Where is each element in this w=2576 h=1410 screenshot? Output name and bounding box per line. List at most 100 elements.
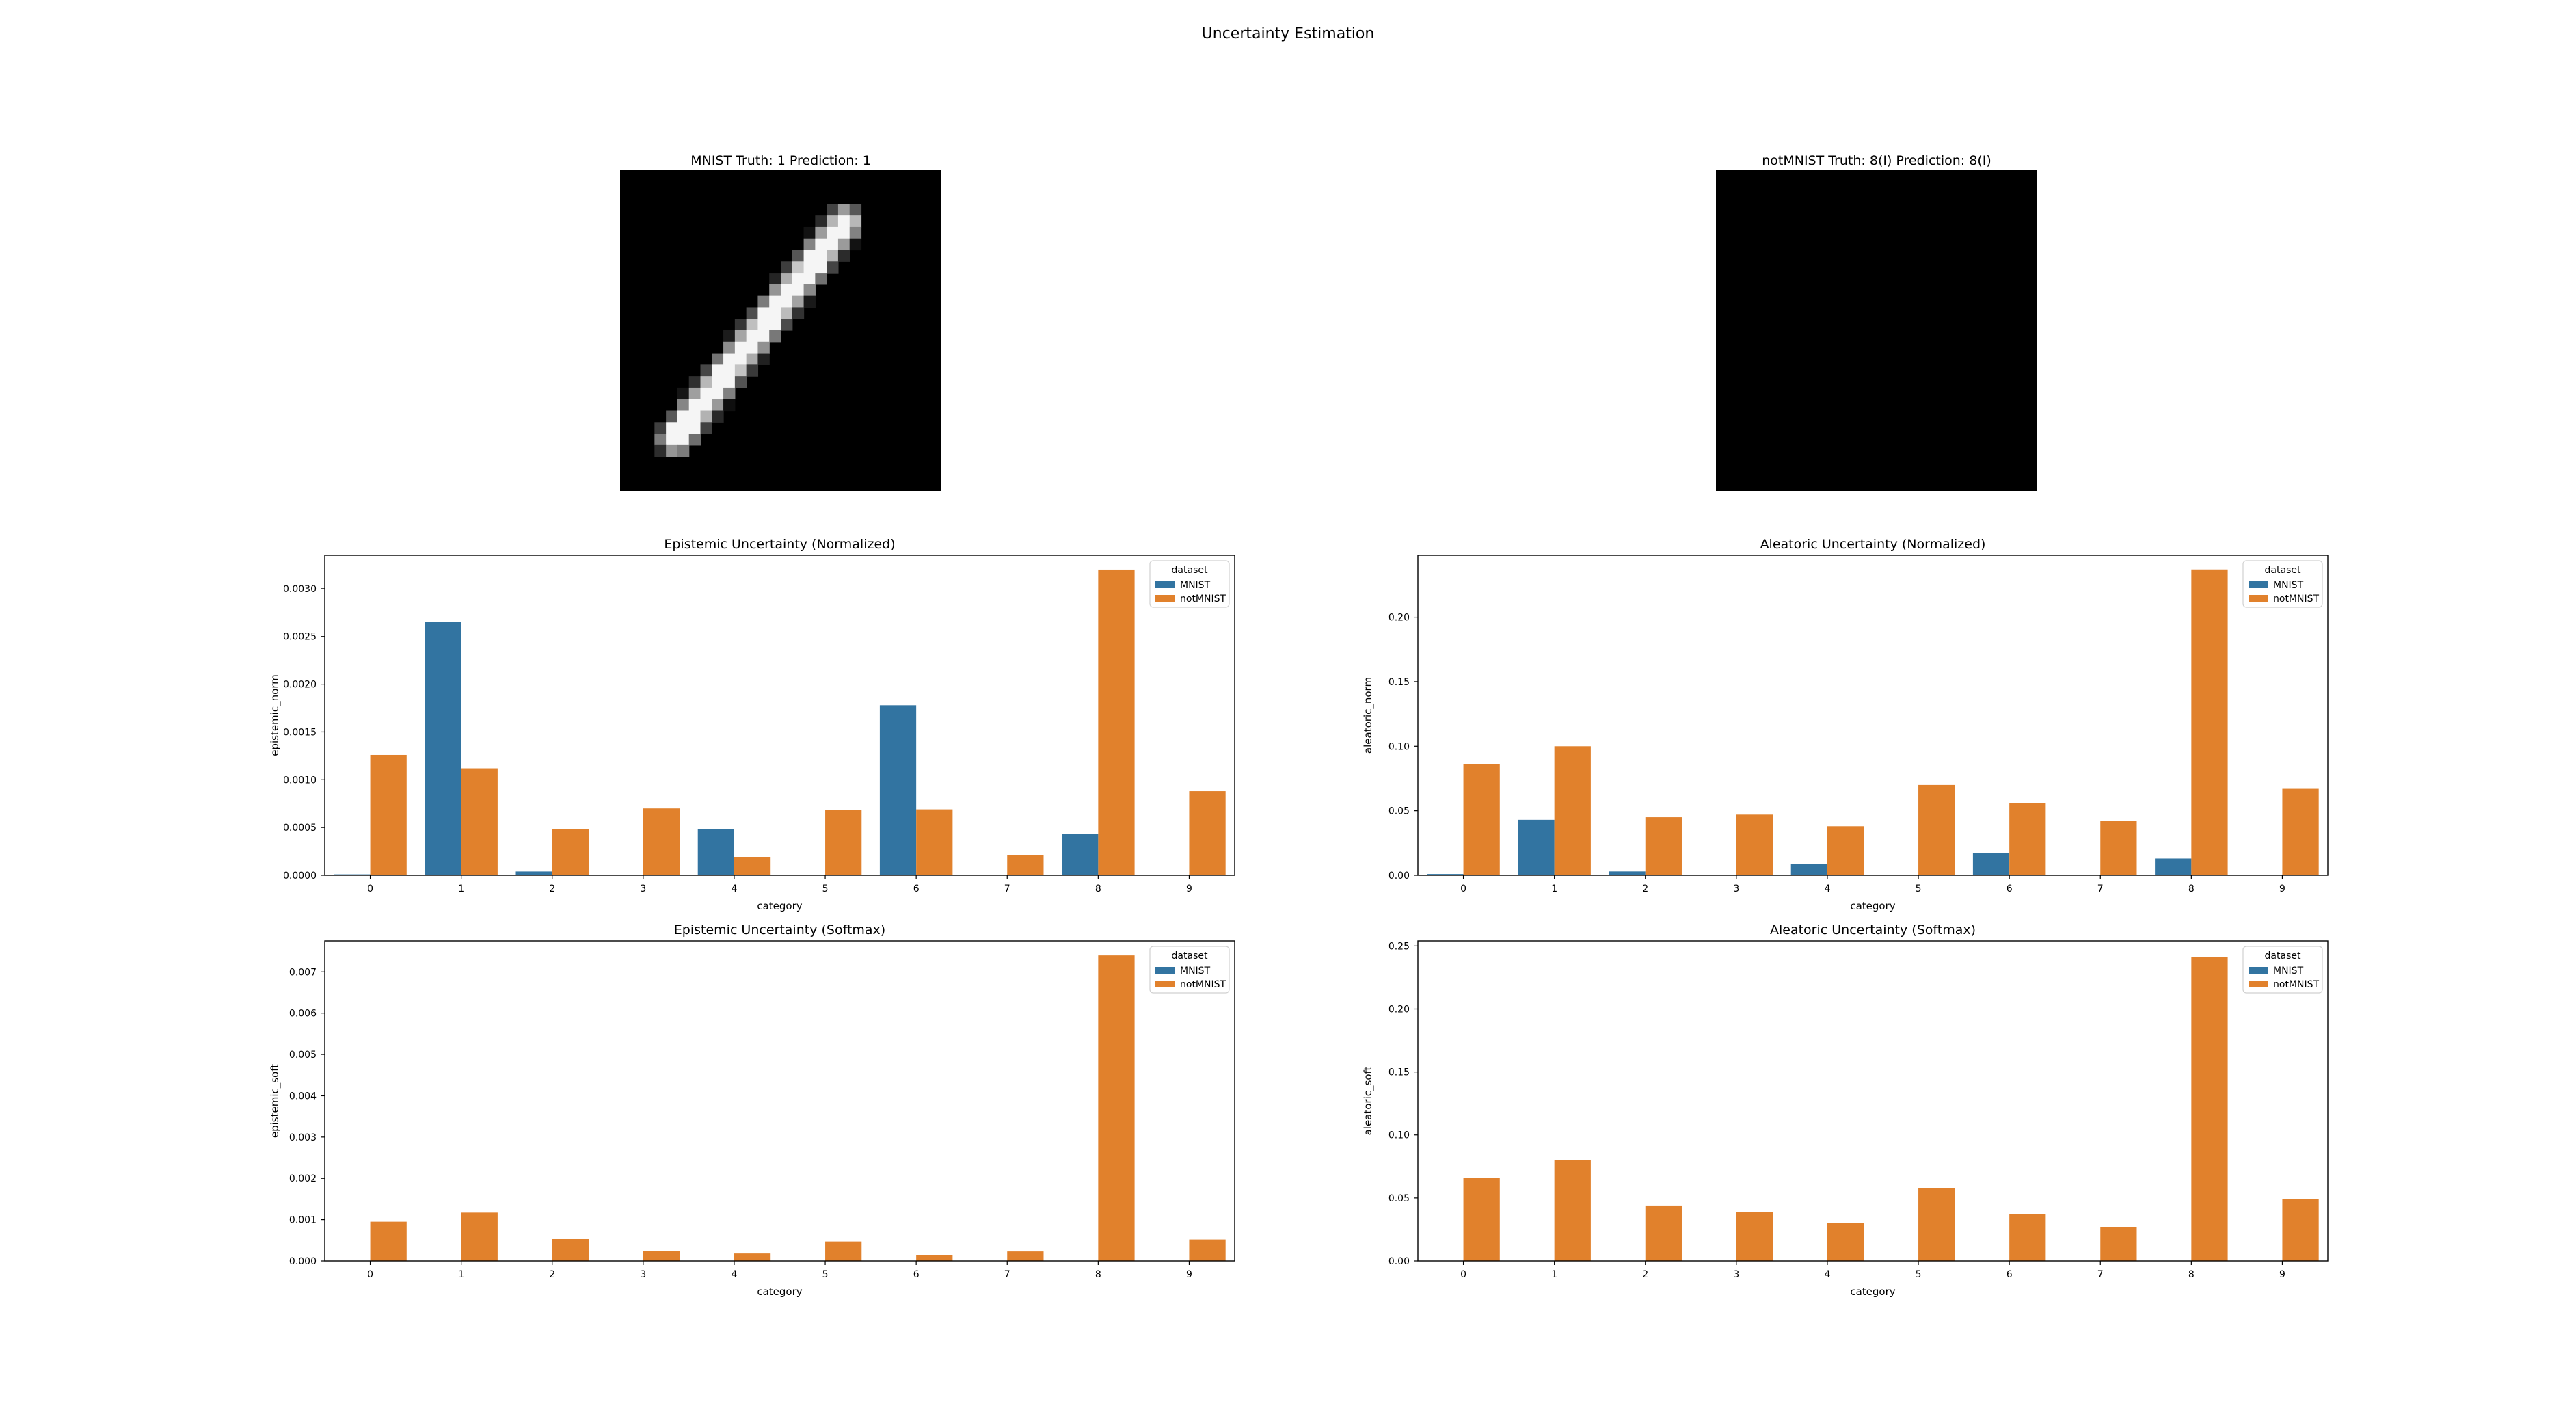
aleatoric-norm-bar-mnist-8 xyxy=(2155,858,2192,875)
epistemic-soft-xtick-label: 2 xyxy=(549,1269,555,1280)
aleatoric-soft-bar-notmnist-1 xyxy=(1554,1160,1591,1261)
aleatoric-norm-title: Aleatoric Uncertainty (Normalized) xyxy=(1760,537,1986,552)
epistemic-soft-ytick-label: 0.005 xyxy=(289,1050,317,1061)
aleatoric-soft-xtick-label: 0 xyxy=(1460,1269,1466,1280)
aleatoric-norm-chart: Aleatoric Uncertainty (Normalized) 0.00 0.… xyxy=(1362,537,2329,912)
aleatoric-soft-bar-notmnist-7 xyxy=(2100,1227,2137,1261)
epistemic-soft-bar-notmnist-6 xyxy=(916,1255,953,1261)
digit-pixel xyxy=(781,284,793,297)
digit-pixel xyxy=(712,387,724,400)
digit-pixel xyxy=(688,399,701,412)
digit-pixel xyxy=(746,364,759,377)
digit-pixel xyxy=(734,376,747,388)
epistemic-norm-bar-mnist-6 xyxy=(879,705,917,875)
digit-pixel xyxy=(815,238,827,251)
digit-pixel xyxy=(654,434,667,446)
digit-pixel xyxy=(827,226,839,239)
aleatoric-soft-xtick-label: 2 xyxy=(1642,1269,1648,1280)
epistemic-soft-bar-notmnist-4 xyxy=(734,1253,771,1261)
digit-pixel xyxy=(688,422,701,434)
epistemic-norm-xtick-label: 0 xyxy=(367,883,373,894)
digit-pixel xyxy=(769,330,781,343)
epistemic-norm-bar-notmnist-6 xyxy=(916,809,953,875)
digit-pixel xyxy=(757,341,770,354)
epistemic-soft-legend-label-mnist: MNIST xyxy=(1180,966,1211,976)
digit-pixel xyxy=(792,284,805,297)
epistemic-soft-legend: dataset MNIST notMNIST xyxy=(1149,946,1230,994)
image-panel-mnist: MNIST Truth: 1 Prediction: 1 xyxy=(620,153,941,491)
epistemic-soft-ytick-label: 0.002 xyxy=(289,1173,317,1184)
aleatoric-norm-bar-notmnist-4 xyxy=(1827,826,1864,875)
digit-pixel xyxy=(792,261,805,274)
digit-pixel xyxy=(746,341,759,354)
aleatoric-soft-ytick-label: 0.25 xyxy=(1388,941,1410,952)
aleatoric-norm-xtick-label: 7 xyxy=(2097,883,2104,894)
digit-pixel xyxy=(792,307,805,319)
digit-pixel xyxy=(746,330,759,343)
epistemic-norm-bar-notmnist-4 xyxy=(734,857,771,875)
aleatoric-soft-bar-notmnist-9 xyxy=(2282,1199,2319,1261)
digit-pixel xyxy=(803,226,816,239)
epistemic-norm-bar-notmnist-8 xyxy=(1098,569,1135,875)
epistemic-norm-ytick-label: 0.0000 xyxy=(283,870,317,881)
digit-pixel xyxy=(849,238,862,251)
digit-pixel xyxy=(677,434,690,446)
digit-pixel xyxy=(677,422,690,434)
aleatoric-soft-axes-frame xyxy=(1417,940,2329,1262)
digit-pixel xyxy=(654,422,667,434)
digit-pixel xyxy=(827,238,839,251)
epistemic-norm-xtick-label: 3 xyxy=(640,883,646,894)
epistemic-soft-xtick-label: 6 xyxy=(913,1269,920,1280)
bar-charts: Epistemic Uncertainty (Normalized)0.0000… xyxy=(269,537,2329,1298)
digit-pixel xyxy=(803,273,816,285)
epistemic-norm-ytick-label: 0.0005 xyxy=(283,823,317,834)
digit-pixel xyxy=(723,399,736,412)
aleatoric-norm-bar-notmnist-8 xyxy=(2191,569,2228,875)
aleatoric-norm-bar-mnist-0 xyxy=(1427,874,1464,875)
digit-pixel xyxy=(677,444,690,457)
digit-pixel xyxy=(757,330,770,343)
digit-pixel xyxy=(803,250,816,262)
digit-pixel xyxy=(803,295,816,308)
epistemic-soft-xtick-label: 0 xyxy=(367,1269,373,1280)
epistemic-soft-title: Epistemic Uncertainty (Softmax) xyxy=(674,922,885,937)
aleatoric-norm-legend: dataset MNIST notMNIST xyxy=(2242,560,2323,608)
digit-pixel xyxy=(677,399,690,412)
epistemic-norm-bar-notmnist-9 xyxy=(1189,791,1226,875)
aleatoric-norm-legend-swatch-notmnist xyxy=(2249,595,2268,602)
digit-pixel xyxy=(792,250,805,262)
epistemic-soft-ytick-label: 0.006 xyxy=(289,1009,317,1020)
aleatoric-soft-bar-notmnist-6 xyxy=(2009,1214,2046,1261)
digit-pixel xyxy=(712,399,724,412)
aleatoric-norm-ytick-label: 0.15 xyxy=(1388,677,1410,688)
aleatoric-soft-xtick-label: 8 xyxy=(2188,1269,2195,1280)
digit-pixel xyxy=(769,319,781,331)
digit-pixel xyxy=(815,215,827,228)
digit-pixel xyxy=(757,307,770,319)
digit-pixel xyxy=(837,226,850,239)
epistemic-soft-xtick-label: 1 xyxy=(458,1269,464,1280)
epistemic-norm-bar-notmnist-7 xyxy=(1007,855,1044,875)
epistemic-soft-legend-swatch-mnist xyxy=(1155,967,1175,974)
epistemic-norm-bar-notmnist-5 xyxy=(825,810,862,875)
aleatoric-soft-bar-notmnist-2 xyxy=(1645,1205,1682,1261)
aleatoric-soft-chart: Aleatoric Uncertainty (Softmax) 0.00 0.05 0… xyxy=(1362,922,2329,1298)
epistemic-norm-xlabel: category xyxy=(757,900,802,912)
aleatoric-norm-ytick-label: 0.00 xyxy=(1388,870,1410,881)
digit-pixel xyxy=(700,399,712,412)
aleatoric-soft-ytick-label: 0.15 xyxy=(1388,1067,1410,1078)
mnist-digit-image xyxy=(654,204,862,457)
epistemic-norm-ytick-label: 0.0010 xyxy=(283,775,317,786)
digit-pixel xyxy=(666,444,678,457)
digit-pixel xyxy=(781,295,793,308)
aleatoric-soft-bar-notmnist-5 xyxy=(1918,1188,1955,1261)
epistemic-norm-ytick-label: 0.0020 xyxy=(283,680,317,691)
aleatoric-norm-ytick-label: 0.20 xyxy=(1388,613,1410,624)
aleatoric-soft-xtick-label: 3 xyxy=(1733,1269,1739,1280)
epistemic-norm-ytick-label: 0.0025 xyxy=(283,632,317,643)
digit-pixel xyxy=(688,387,701,400)
digit-pixel xyxy=(700,387,712,400)
digit-pixel xyxy=(849,204,862,216)
epistemic-soft-xtick-label: 7 xyxy=(1004,1269,1010,1280)
digit-pixel xyxy=(734,353,747,365)
